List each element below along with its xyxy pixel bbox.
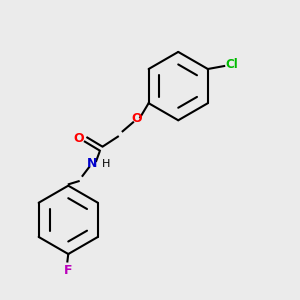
Text: Cl: Cl	[226, 58, 238, 71]
Text: O: O	[74, 132, 84, 145]
Text: O: O	[131, 112, 142, 125]
Text: F: F	[64, 264, 73, 278]
Text: H: H	[102, 159, 110, 169]
Text: N: N	[87, 157, 97, 170]
